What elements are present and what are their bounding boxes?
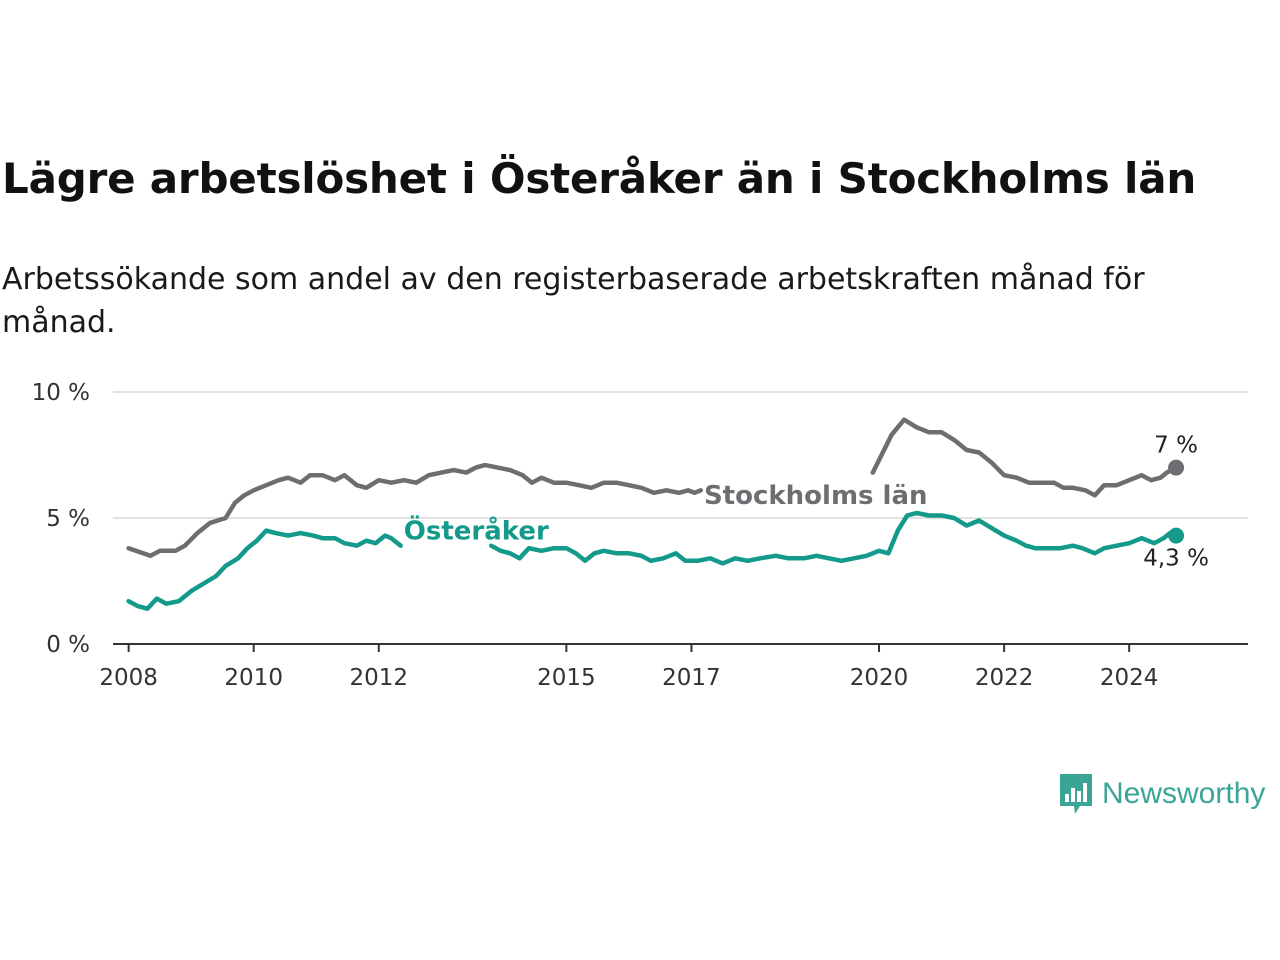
x-tick-label: 2010	[224, 665, 283, 691]
y-tick-label: 5 %	[46, 506, 90, 532]
end-value-label: 7 %	[1154, 433, 1198, 459]
x-tick-label: 2012	[349, 665, 408, 691]
gridlines	[113, 391, 1248, 519]
x-tick-label: 2024	[1100, 665, 1159, 691]
y-axis-ticks: 0 % 5 % 10 %	[32, 380, 90, 658]
x-tick-label: 2015	[537, 665, 596, 691]
newsworthy-logo[interactable]: Newsworthy	[1058, 772, 1265, 816]
y-tick-label: 0 %	[46, 632, 90, 658]
chart-subtitle: Arbetssökande som andel av den registerb…	[2, 262, 1145, 340]
stockholms-lan-label: Stockholms län	[704, 481, 928, 511]
brand-name: Newsworthy	[1102, 777, 1266, 810]
series-labels: 7 % 4,3 % Stockholms län Österåker	[404, 433, 1209, 572]
osteraker-line	[126, 528, 403, 611]
osteraker-label: Österåker	[404, 513, 549, 546]
osteraker-line	[489, 510, 1179, 566]
series-end-dot	[1168, 459, 1185, 476]
newsworthy-logo-icon	[1060, 774, 1092, 814]
x-tick-label: 2022	[975, 665, 1034, 691]
line-chart: 0 %5 %10 % 2008 2010 2012 2015 2017 2020 2022 2…	[32, 380, 1248, 691]
x-tick-label: 2017	[662, 665, 721, 691]
y-tick-label: 10 %	[32, 380, 90, 406]
stockholms-lan-line	[870, 417, 1179, 498]
stockholms-lan-line	[126, 462, 704, 559]
x-tick-label: 2008	[99, 665, 158, 691]
series-lines	[126, 417, 1185, 611]
series-end-dot	[1168, 527, 1185, 544]
x-axis: 2008 2010 2012 2015 2017 2020 2022 2024	[99, 643, 1248, 691]
chart-title: Lägre arbetslöshet i Österåker än i Stoc…	[2, 154, 1197, 203]
x-tick-label: 2020	[850, 665, 909, 691]
end-value-label: 4,3 %	[1143, 546, 1209, 572]
